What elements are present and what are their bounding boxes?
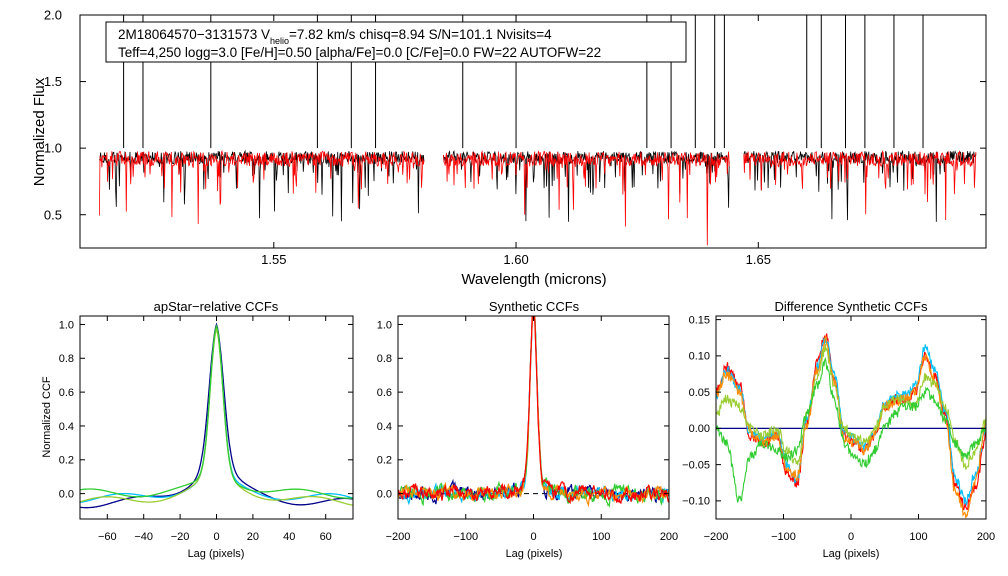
annotation-line-2: Teff=4,250 logg=3.0 [Fe/H]=0.50 [alpha/F… — [118, 45, 601, 60]
x-tick-label: 1.55 — [261, 252, 286, 267]
spectrum-panel: 1.55 1.60 1.65 0.5 1.0 1.5 2.0 Wavelength (mic… — [31, 8, 987, 288]
difference-ccf-title: Difference Synthetic CCFs — [775, 299, 928, 314]
x-tick-label: −100 — [453, 531, 478, 543]
apstar-ccf-panel: apStar−relative CCFs −60 −40 −20 0 20 40 60 0.0… — [41, 299, 354, 560]
y-tick-label: 0.8 — [59, 353, 74, 365]
synthetic-ccf-plot-area — [398, 316, 669, 508]
x-tick-label: 1.65 — [746, 252, 771, 267]
y-tick-label: −0.10 — [682, 496, 710, 508]
difference-ccf-x-axis-label: Lag (pixels) — [823, 548, 880, 560]
y-tick-label: 0.6 — [377, 387, 392, 399]
apstar-ccf-ticks: −60 −40 −20 0 20 40 60 0.0 0.2 0.4 0.6 0.8 1.0 — [59, 316, 353, 543]
y-tick-label: 0.2 — [377, 455, 392, 467]
annotation-line-1: 2M18064570−3131573 Vhelio=7.82 km/s chis… — [118, 27, 552, 46]
spectrum-axes-frame — [79, 14, 987, 249]
spectrum-model-line-chip-3 — [743, 150, 977, 221]
spectrum-observed-line-chip-3 — [743, 149, 977, 222]
y-tick-label: 0.6 — [59, 387, 74, 399]
y-tick-label: 0.4 — [377, 421, 392, 433]
apstar-ccf-plot-area — [80, 322, 353, 509]
synthetic-ccf-visit-3-line — [398, 316, 669, 508]
x-tick-label: −20 — [171, 531, 190, 543]
x-tick-label: 100 — [592, 531, 610, 543]
apstar-ccf-visit-3-line — [80, 327, 353, 506]
synthetic-ccf-x-axis-label: Lag (pixels) — [506, 548, 563, 560]
x-tick-label: 20 — [247, 531, 259, 543]
annotation-line-1-star: 2M18064570−3131573 V — [118, 27, 270, 42]
apstar-ccf-title: apStar−relative CCFs — [154, 299, 279, 314]
y-tick-label: 0.5 — [44, 207, 62, 222]
difference-ccf-diff-5-line — [716, 356, 986, 503]
x-tick-label: −200 — [704, 531, 729, 543]
difference-ccf-axes-frame — [715, 315, 987, 520]
x-tick-label: 200 — [977, 531, 995, 543]
y-tick-label: 0.4 — [59, 421, 74, 433]
y-tick-label: 1.5 — [44, 74, 62, 89]
spectrum-model-line-chip-2 — [443, 150, 730, 246]
synthetic-ccf-visit-5-line — [398, 316, 669, 505]
spectrum-ticks: 1.55 1.60 1.65 0.5 1.0 1.5 2.0 — [44, 8, 986, 267]
apstar-ccf-x-axis-label: Lag (pixels) — [188, 548, 245, 560]
x-tick-label: 0 — [530, 531, 536, 543]
x-tick-label: 1.60 — [503, 252, 528, 267]
difference-ccf-panel: Difference Synthetic CCFs −200 −100 0 100 20… — [682, 299, 995, 560]
y-tick-label: 0.0 — [59, 488, 74, 500]
y-tick-label: 0.05 — [689, 387, 710, 399]
annotation-line-1-stats: =7.82 km/s chisq=8.94 S/N=101.1 Nvisits=… — [289, 27, 552, 42]
x-tick-label: 200 — [660, 531, 678, 543]
x-tick-label: −200 — [386, 531, 411, 543]
y-tick-label: 1.0 — [377, 319, 392, 331]
spectrum-y-axis-label: Normalized Flux — [31, 77, 48, 186]
x-tick-label: −60 — [98, 531, 117, 543]
synthetic-ccf-ticks: −200 −100 0 100 200 0.0 0.2 0.4 0.6 0.8 1.0 — [377, 316, 678, 543]
annotation-box — [105, 21, 687, 63]
spectrum-model-line-chip-1 — [99, 150, 425, 225]
annotation-helio-subscript: helio — [270, 36, 289, 46]
spectrum-x-axis-label: Wavelength (microns) — [461, 271, 606, 288]
x-tick-label: −100 — [771, 531, 796, 543]
y-tick-label: 0.00 — [689, 423, 710, 435]
y-tick-label: 0.0 — [377, 488, 392, 500]
synthetic-ccf-panel: Synthetic CCFs −200 −100 0 100 200 0.0 0.2 0.4 0… — [377, 299, 678, 560]
y-tick-label: −0.05 — [682, 459, 710, 471]
difference-ccf-diff-4-line — [716, 343, 986, 470]
x-tick-label: 60 — [320, 531, 332, 543]
synthetic-ccf-visit-4-line — [398, 316, 669, 508]
x-tick-label: 40 — [283, 531, 295, 543]
difference-ccf-diff-3-line — [716, 335, 986, 519]
apstar-ccf-visit-2-line — [80, 325, 353, 504]
x-tick-label: 100 — [909, 531, 927, 543]
difference-ccf-ticks: −200 −100 0 100 200 −0.10 −0.05 0.00 0.05 0.10 0.1… — [682, 314, 995, 543]
apstar-ccf-axes-frame — [79, 315, 354, 520]
y-tick-label: 0.10 — [689, 351, 710, 363]
synthetic-ccf-visit-2-line — [398, 316, 669, 506]
y-tick-label: 0.15 — [689, 314, 710, 326]
x-tick-label: −40 — [134, 531, 153, 543]
y-tick-label: 0.2 — [59, 455, 74, 467]
apstar-ccf-y-axis-label: Normalized CCF — [41, 376, 53, 458]
x-tick-label: 0 — [213, 531, 219, 543]
apstar-ccf-visit-4-line — [80, 323, 353, 499]
y-tick-label: 1.0 — [44, 141, 62, 156]
stellar-parameters-annotation: 2M18064570−3131573 Vhelio=7.82 km/s chis… — [105, 21, 687, 63]
y-tick-label: 2.0 — [44, 8, 62, 23]
y-tick-label: 0.8 — [377, 353, 392, 365]
x-tick-label: 0 — [848, 531, 854, 543]
difference-ccf-plot-area — [716, 333, 986, 519]
synthetic-ccf-visit-1-line — [398, 316, 669, 505]
synthetic-ccf-title: Synthetic CCFs — [489, 299, 580, 314]
apstar-ccf-visit-1-line — [80, 322, 353, 509]
y-tick-label: 1.0 — [59, 319, 74, 331]
